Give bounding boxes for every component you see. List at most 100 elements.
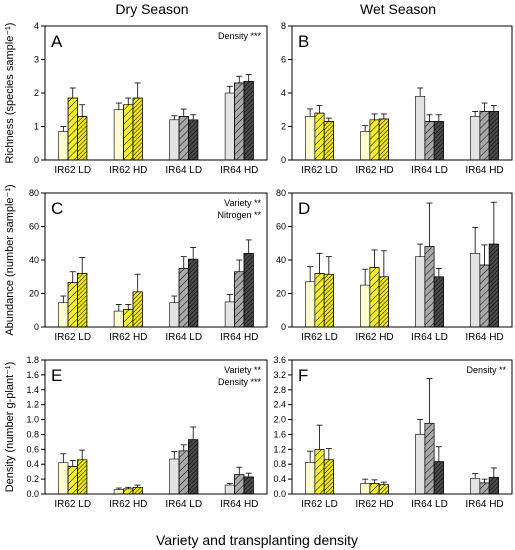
panel-letter: F — [298, 366, 308, 385]
bar-hatch — [132, 291, 143, 328]
y-tick-label: 2 — [34, 88, 39, 98]
bar — [113, 109, 124, 161]
bar — [415, 96, 426, 161]
stat-annotation: Nitrogen ** — [217, 210, 261, 220]
panel-letter: D — [298, 199, 310, 218]
bar-hatch — [369, 267, 380, 328]
bar-hatch — [424, 246, 435, 328]
panel-f: 0.0 0.4 0.8 1.2 1.6 2.0 2.4 2.8 3.2 3.6 F Density *… — [273, 355, 513, 510]
y-tick-label: 2 — [281, 122, 286, 132]
bar-hatch — [243, 253, 254, 328]
y-tick-label: 1.2 — [273, 444, 286, 454]
bar — [224, 92, 235, 161]
x-tick-label: IR62 LD — [54, 332, 91, 343]
y-tick-label: 20 — [29, 289, 39, 299]
bar — [360, 131, 371, 161]
bar-hatch — [369, 483, 380, 495]
x-tick-label: IR62 HD — [109, 332, 147, 343]
y-tick-label: 2.4 — [273, 400, 286, 410]
y-tick-label: 0.4 — [26, 459, 39, 469]
panel-d: 0 20 40 60 80 D IR62 LD IR62 HD IR64 LD IR64 HD — [276, 188, 513, 343]
bar-hatch — [188, 439, 199, 495]
x-tick-label: IR64 LD — [165, 499, 202, 510]
x-tick-label: IR64 LD — [165, 332, 202, 343]
panels: 0 1 2 3 4 A Density *** Richness (species sampl… — [4, 21, 513, 510]
y-tick-label: 1.6 — [26, 370, 39, 380]
y-tick-label: 1.0 — [26, 415, 39, 425]
y-tick-label: 0.4 — [273, 474, 286, 484]
stat-annotation: Density *** — [218, 31, 262, 41]
bar-hatch — [178, 268, 189, 328]
bar-hatch — [132, 486, 143, 495]
plot-frame — [44, 192, 268, 328]
bar-hatch — [178, 450, 189, 495]
column-title-dry: Dry Season — [115, 1, 188, 17]
bar — [470, 478, 481, 495]
bar-hatch — [178, 116, 189, 161]
bar-hatch — [314, 112, 325, 161]
y-tick-label: 0 — [34, 322, 39, 332]
y-tick-label: 1.8 — [26, 355, 39, 365]
bar — [169, 458, 180, 495]
bar-hatch — [323, 273, 334, 328]
y-tick-label: 20 — [276, 289, 286, 299]
bar-hatch — [314, 273, 325, 328]
panel-letter: A — [51, 32, 63, 51]
bar-hatch — [424, 121, 435, 161]
plot-frame — [44, 359, 268, 495]
bar-hatch — [123, 309, 134, 328]
y-axis-label: Density (number g-plant⁻¹) — [4, 362, 16, 493]
y-tick-label: 60 — [276, 222, 286, 232]
y-tick-label: 0 — [34, 155, 39, 165]
y-tick-label: 0.0 — [273, 489, 286, 499]
bar-hatch — [188, 258, 199, 328]
y-tick-label: 3.6 — [273, 355, 286, 365]
bar — [58, 462, 69, 495]
plot-frame — [44, 25, 268, 161]
bar-hatch — [369, 119, 380, 161]
y-tick-label: 1.4 — [26, 385, 39, 395]
bar-hatch — [378, 118, 389, 161]
y-tick-label: 6 — [281, 55, 286, 65]
bar — [305, 462, 316, 495]
y-tick-label: 0 — [281, 155, 286, 165]
y-tick-label: 0.6 — [26, 444, 39, 454]
x-tick-label: IR62 HD — [109, 499, 147, 510]
bar — [169, 302, 180, 328]
bar-hatch — [132, 97, 143, 161]
bar-hatch — [433, 121, 444, 161]
panel-letter: E — [51, 366, 62, 385]
plot-frame — [291, 192, 513, 328]
stat-annotation: Variety ** — [224, 365, 261, 375]
bar-hatch — [323, 121, 334, 161]
bar — [360, 284, 371, 328]
bar-hatch — [77, 273, 88, 328]
x-tick-label: IR64 LD — [165, 165, 202, 176]
bar-hatch — [67, 97, 78, 161]
bar-hatch — [234, 474, 245, 495]
bar — [224, 301, 235, 328]
panel-e: 0.0 0.2 0.4 0.6 0.8 1.0 1.2 1.4 1.6 1.8 E Variety *… — [4, 355, 268, 510]
x-tick-label: IR62 LD — [301, 499, 338, 510]
y-tick-label: 0 — [281, 322, 286, 332]
bar-hatch — [243, 80, 254, 161]
y-tick-label: 0.0 — [26, 489, 39, 499]
x-tick-label: IR64 HD — [220, 332, 258, 343]
y-tick-label: 0.8 — [26, 429, 39, 439]
bar-hatch — [479, 264, 490, 328]
panel-a: 0 1 2 3 4 A Density *** Richness (species sampl… — [4, 21, 268, 176]
x-tick-label: IR62 HD — [355, 499, 393, 510]
y-tick-label: 1.6 — [273, 429, 286, 439]
plot-frame — [291, 25, 513, 161]
bar-hatch — [234, 271, 245, 328]
bar-hatch — [488, 476, 499, 495]
bar-hatch — [479, 482, 490, 495]
bar-hatch — [188, 119, 199, 161]
common-x-label: Variety and transplanting density — [156, 532, 358, 548]
bar-hatch — [424, 422, 435, 495]
x-tick-label: IR62 LD — [301, 332, 338, 343]
bar-hatch — [378, 484, 389, 495]
bar-hatch — [123, 488, 134, 495]
x-tick-label: IR62 LD — [54, 165, 91, 176]
bar-hatch — [123, 104, 134, 161]
